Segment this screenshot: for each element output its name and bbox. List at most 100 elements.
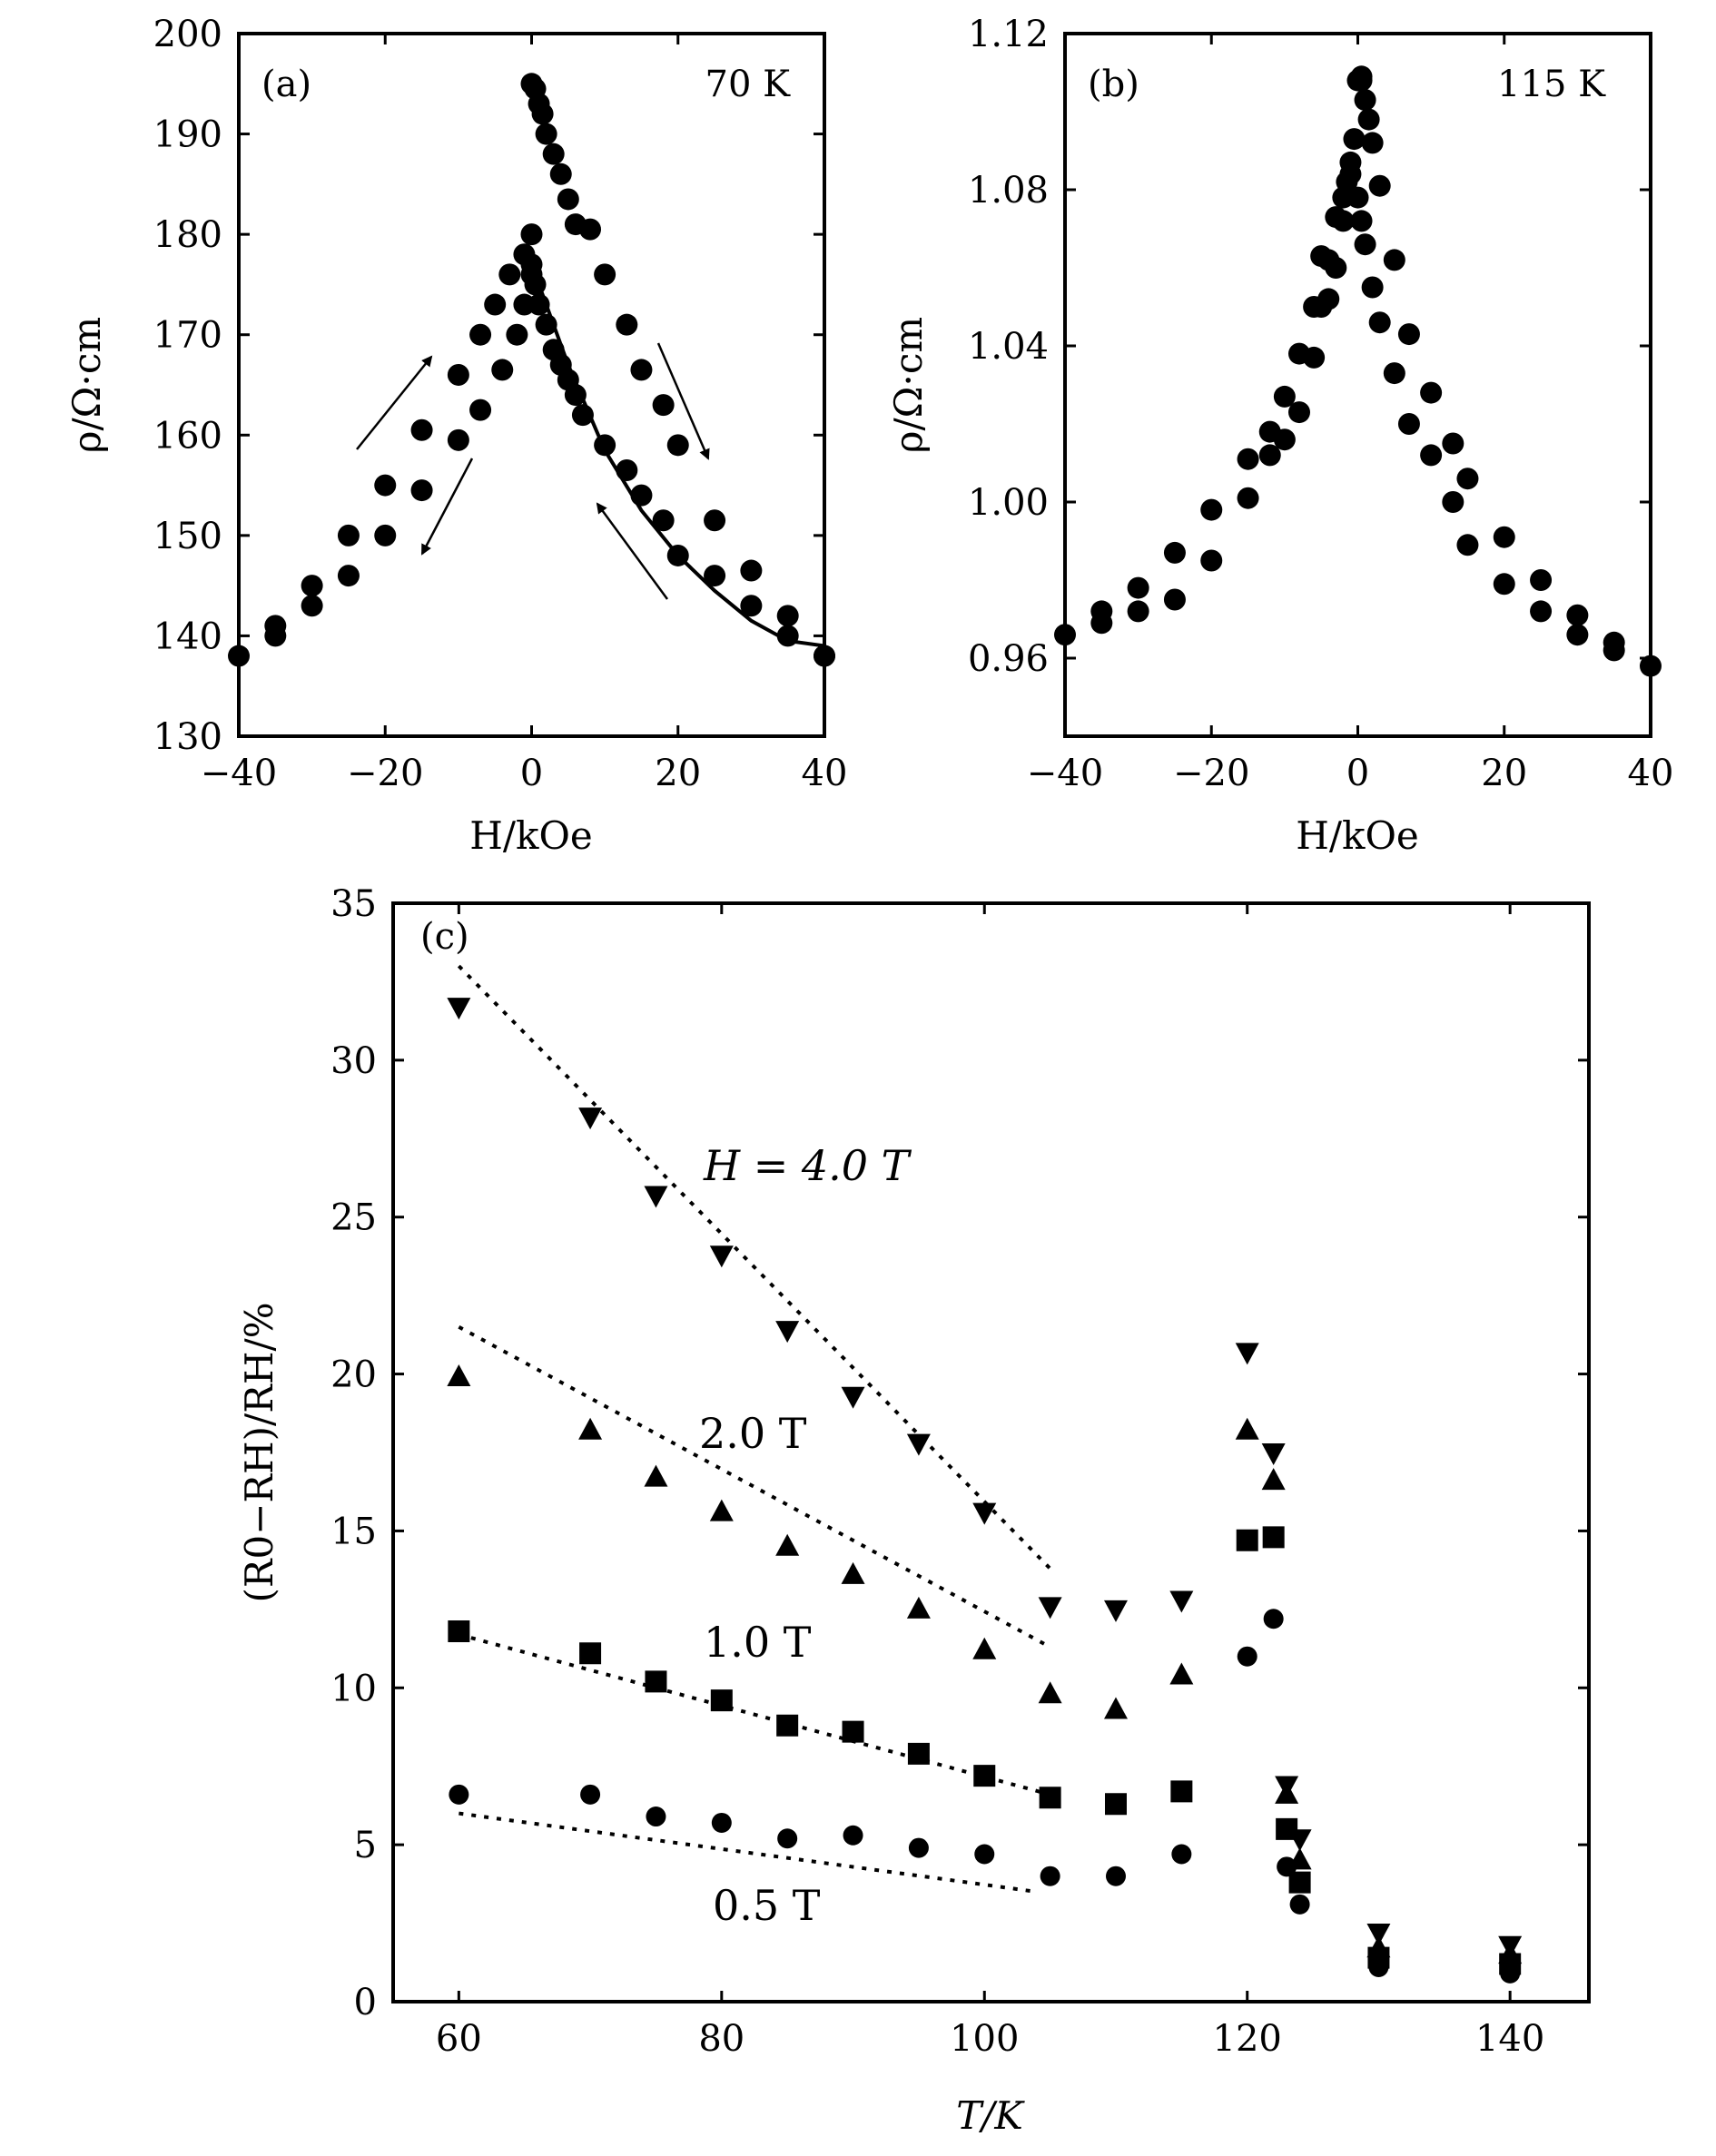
panel-b-label: (b) [1088,64,1139,105]
panel-a-arrow-up-right [596,502,669,600]
panel-b-data-point [1273,428,1296,451]
panel-a-ytick-label: 170 [153,315,222,357]
panel-c-data-point-triangle-down [1366,1923,1391,1945]
panel-b-data-point [1397,323,1420,346]
panel-c-data-point-triangle-down [906,1433,931,1456]
panel-b-ylabel: ρ/Ω·cm [886,317,931,453]
panel-a-data-point [535,313,557,336]
panel-c-data-point-triangle-down [1261,1443,1286,1465]
panel-b-data-point [1237,448,1259,470]
panel-a-data-point [410,479,433,502]
panel-b-data-point [1530,600,1553,623]
panel-c-label: (c) [420,916,469,958]
panel-a-xtick-label: −20 [347,753,423,794]
panel-a-ytick-label: 180 [153,214,222,256]
panel-a-data-point [776,625,799,647]
panel-b-data-point [1442,432,1465,455]
panel-b-data-point [1350,210,1373,232]
panel-b-data-point [1332,210,1355,232]
panel-b-data-point [1368,311,1391,334]
panel-b-ytick-label: 1.08 [968,170,1049,212]
series-label-1-0-T: 1.0 T [704,1618,812,1667]
panel-a-label: (a) [261,64,311,105]
panel-a-xtick-label: −40 [201,753,277,794]
panel-b-data-point [1346,186,1369,209]
panel-b-data-point [1566,604,1589,626]
panel-c-data-point-square [579,1642,602,1665]
panel-a-data-point [704,509,726,532]
panel-b-data-point [1493,573,1515,596]
panel-a-data-point [616,313,638,336]
panel-c-data-point-triangle-up [1261,1468,1286,1491]
panel-c-data-point-triangle-down [775,1321,800,1344]
panel-c-data-point-circle [843,1825,863,1846]
panel-a-ytick-label: 200 [153,14,222,55]
panel-b-data-point [1163,588,1186,611]
series-label-4-0-T: H = 4.0 T [703,1141,912,1190]
panel-a-data-point [814,645,835,667]
panel-c-data-point-triangle-up [1103,1697,1128,1719]
panel-b-xlabel: H/kOe [1296,813,1419,858]
panel-c-ytick-label: 10 [330,1668,377,1709]
panel-c-data-point-triangle-up [775,1533,800,1556]
panel-a-data-point [469,399,492,421]
panel-a-data-point [410,418,433,441]
panel-b-data-point [1493,526,1515,548]
panel-b-data-point [1339,162,1362,185]
panel-c-data-point-triangle-up [972,1637,997,1659]
panel-a-ytick-label: 130 [153,716,222,758]
panel-c-data-point-triangle-up [1275,1781,1299,1804]
panel-b-data-point [1456,468,1479,490]
panel-c-data-point-square [1039,1787,1061,1809]
panel-c-data-point-square [1288,1871,1311,1894]
panel-a-data-point [630,484,653,507]
panel-a-data-point [228,645,250,667]
panel-a-data-point [549,162,572,185]
panel-a-data-point [374,474,397,497]
panel-b-data-point [1303,346,1326,369]
panel-c-ytick-label: 20 [330,1354,377,1396]
panel-c-data-point-triangle-down [841,1386,865,1409]
panel-a-xtick-label: 40 [802,753,848,794]
panel-b-data-point [1090,612,1113,635]
panel-a-data-point [652,394,675,417]
panel-b-ytick-label: 1.12 [968,14,1049,55]
panel-a-data-point [447,363,469,386]
panel-c-data-point-circle [1237,1646,1257,1667]
panel-a-data-point [337,524,360,546]
panel-b-ytick-label: 1.00 [968,482,1049,524]
panel-b-data-point [1442,491,1465,513]
panel-c-data-point-square [776,1714,799,1737]
panel-b-data-point [1383,362,1405,385]
panel-c-data-point-square [710,1689,733,1712]
panel-c-data-point-triangle-up [644,1464,668,1487]
panel-c-data-point-triangle-down [447,998,471,1020]
panel-b-temperature: 115 K [1497,64,1606,105]
panel-c-data-point-square [1262,1526,1285,1549]
panel-b-data-point [1127,600,1149,623]
panel-a-data-point [704,565,726,587]
panel-c-ytick-label: 25 [330,1197,377,1239]
panel-a-data-point [301,595,323,617]
panel-c-data-point-triangle-up [1038,1681,1062,1704]
panel-a-data-point [506,323,528,346]
panel-b-data-point [1397,413,1420,435]
panel-b-xtick-label: −40 [1027,753,1103,794]
panel-c-data-point-circle [580,1784,601,1805]
panel-a-data-point [776,605,799,627]
panel-a-data-point [447,428,469,451]
panel-c-data-point-circle [1289,1894,1310,1915]
panel-a-data-point [264,625,287,647]
panel-a-data-point [666,434,689,457]
panel-b-data-point [1357,108,1380,131]
panel-b-points [1054,65,1662,677]
panel-c-data-point-square [645,1670,667,1693]
panel-c-data-point-square [1104,1793,1127,1816]
panel-a-ytick-label: 160 [153,415,222,457]
panel-c-fit-lines [457,964,1052,1894]
panel-c-data-point-circle [449,1784,469,1805]
panel-b-data-point [1361,276,1384,299]
panel-a-data-point [484,293,507,316]
panel-c-xtick-label: 80 [698,2018,745,2060]
panel-b-xtick-label: 20 [1481,753,1527,794]
